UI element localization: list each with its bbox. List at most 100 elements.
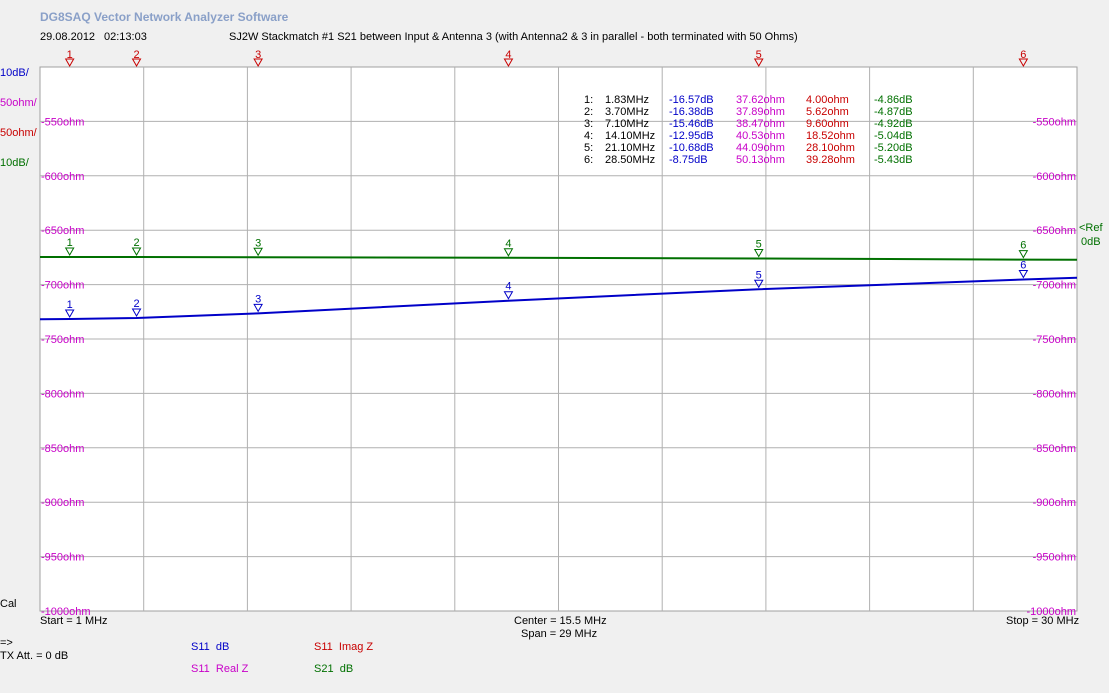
scale-s21-db: 10dB/ — [0, 157, 29, 169]
scale-real-z: 50ohm/ — [0, 97, 37, 109]
marker-3-real-z: 38.47ohm — [736, 118, 785, 130]
top-marker-triangle — [253, 58, 263, 68]
scale-imag-z: 50ohm/ — [0, 127, 37, 139]
measurement-date: 29.08.2012 — [40, 31, 96, 43]
y-tick-label-right: -550ohm — [1033, 116, 1076, 128]
y-tick-label-left: -750ohm — [41, 334, 84, 346]
marker-4-s21-db: -5.04dB — [874, 130, 913, 142]
trace-marker-triangle — [64, 309, 75, 319]
trace-marker-triangle — [503, 248, 514, 257]
marker-1-imag-z: 4.00ohm — [806, 94, 849, 106]
y-tick-label-left: -800ohm — [41, 388, 84, 400]
span-frequency: Span = 29 MHz — [521, 628, 598, 640]
marker-2-s21-db: -4.87dB — [874, 106, 913, 118]
marker-3-imag-z: 9.60ohm — [806, 118, 849, 130]
marker-6-real-z: 50.13ohm — [736, 154, 785, 166]
top-marker-label: 4 — [505, 49, 511, 61]
marker-1-real-z: 37.62ohm — [736, 94, 785, 106]
y-tick-label-right: -600ohm — [1033, 171, 1076, 183]
trace-s21-db — [40, 256, 1078, 261]
marker-2-num: 2: — [584, 106, 594, 118]
marker-4-num: 4: — [584, 130, 594, 142]
y-tick-label-right: -700ohm — [1033, 280, 1076, 292]
trace-marker-label: 4 — [505, 281, 511, 293]
marker-1-num: 1: — [584, 94, 594, 106]
legend-s21-db[interactable]: S21 dB — [314, 663, 354, 675]
ref-label: <Ref — [1079, 222, 1103, 234]
marker-5-num: 5: — [584, 142, 594, 154]
trace-marker-triangle — [1018, 250, 1029, 259]
top-marker-label: 6 — [1020, 49, 1026, 61]
trace-marker-label: 6 — [1020, 260, 1026, 272]
y-tick-label-left: -900ohm — [41, 497, 84, 509]
y-tick-label-left: -650ohm — [41, 225, 84, 237]
trace-marker-label: 5 — [756, 269, 762, 281]
legend-s11-imag-z[interactable]: S11 Imag Z — [314, 641, 374, 653]
y-tick-label-left: -700ohm — [41, 280, 84, 292]
trace-marker-triangle — [503, 291, 514, 300]
legend-s11-db[interactable]: S11 dB — [191, 641, 230, 653]
trace-marker-triangle — [131, 247, 142, 257]
y-tick-label-left: -850ohm — [41, 443, 84, 455]
marker-2-real-z: 37.89ohm — [736, 106, 785, 118]
measurement-time: 02:13:03 — [104, 31, 147, 43]
trace-marker-label: 2 — [133, 298, 139, 310]
trace-marker-label: 4 — [505, 238, 511, 250]
y-tick-label-right: -800ohm — [1033, 388, 1076, 400]
y-tick-label-right: -900ohm — [1033, 497, 1076, 509]
top-marker-triangle — [503, 58, 514, 68]
trace-marker-triangle — [753, 279, 764, 289]
trace-marker-label: 3 — [255, 293, 261, 305]
trace-marker-label: 1 — [67, 299, 73, 311]
tx-attenuation: TX Att. = 0 dB — [0, 650, 69, 662]
y-tick-label-left: -950ohm — [41, 552, 84, 564]
marker-5-real-z: 44.09ohm — [736, 142, 785, 154]
trace-s11-db — [39, 276, 1078, 321]
trace-marker-label: 3 — [255, 237, 261, 249]
marker-4-real-z: 40.53ohm — [736, 130, 785, 142]
trace-marker-triangle — [1018, 270, 1029, 279]
top-marker-label: 5 — [756, 49, 762, 61]
trace-marker-triangle — [253, 303, 263, 313]
center-frequency: Center = 15.5 MHz — [514, 615, 607, 627]
y-tick-label-right: -950ohm — [1033, 552, 1076, 564]
marker-1-s11-db: -16.57dB — [669, 94, 714, 106]
top-marker-triangle — [1018, 58, 1029, 68]
trace-marker-label: 1 — [67, 237, 73, 249]
marker-2-freq: 3.70MHz — [605, 106, 650, 118]
marker-3-num: 3: — [584, 118, 594, 130]
marker-4-s11-db: -12.95dB — [669, 130, 714, 142]
y-tick-label-left: -600ohm — [41, 171, 84, 183]
arrow-indicator: => — [0, 637, 13, 649]
y-tick-label-right: -1000ohm — [1026, 606, 1076, 618]
marker-5-s21-db: -5.20dB — [874, 142, 913, 154]
trace-marker-triangle — [131, 308, 142, 318]
trace-marker-triangle — [753, 249, 764, 258]
trace-marker-triangle — [253, 247, 263, 257]
top-marker-triangle — [64, 58, 75, 68]
trace-marker-label: 5 — [756, 239, 762, 251]
marker-3-s11-db: -15.46dB — [669, 118, 714, 130]
legend-s11-real-z[interactable]: S11 Real Z — [191, 663, 249, 675]
ref-value: 0dB — [1081, 236, 1101, 248]
marker-2-s11-db: -16.38dB — [669, 106, 714, 118]
marker-6-s11-db: -8.75dB — [669, 154, 708, 166]
y-tick-label-right: -850ohm — [1033, 443, 1076, 455]
marker-2-imag-z: 5.62ohm — [806, 106, 849, 118]
trace-marker-triangle — [64, 247, 75, 257]
marker-1-freq: 1.83MHz — [605, 94, 650, 106]
app-title: DG8SAQ Vector Network Analyzer Software — [40, 10, 289, 24]
top-marker-triangle — [753, 58, 764, 68]
stop-frequency: Stop = 30 MHz — [1006, 615, 1080, 627]
marker-6-imag-z: 39.28ohm — [806, 154, 855, 166]
top-marker-label: 1 — [67, 49, 73, 61]
marker-1-s21-db: -4.86dB — [874, 94, 913, 106]
marker-4-freq: 14.10MHz — [605, 130, 656, 142]
trace-marker-label: 2 — [133, 237, 139, 249]
scale-s11-db: 10dB/ — [0, 67, 29, 79]
marker-5-freq: 21.10MHz — [605, 142, 656, 154]
y-tick-label-right: -750ohm — [1033, 334, 1076, 346]
top-marker-label: 3 — [255, 49, 261, 61]
marker-5-imag-z: 28.10ohm — [806, 142, 855, 154]
